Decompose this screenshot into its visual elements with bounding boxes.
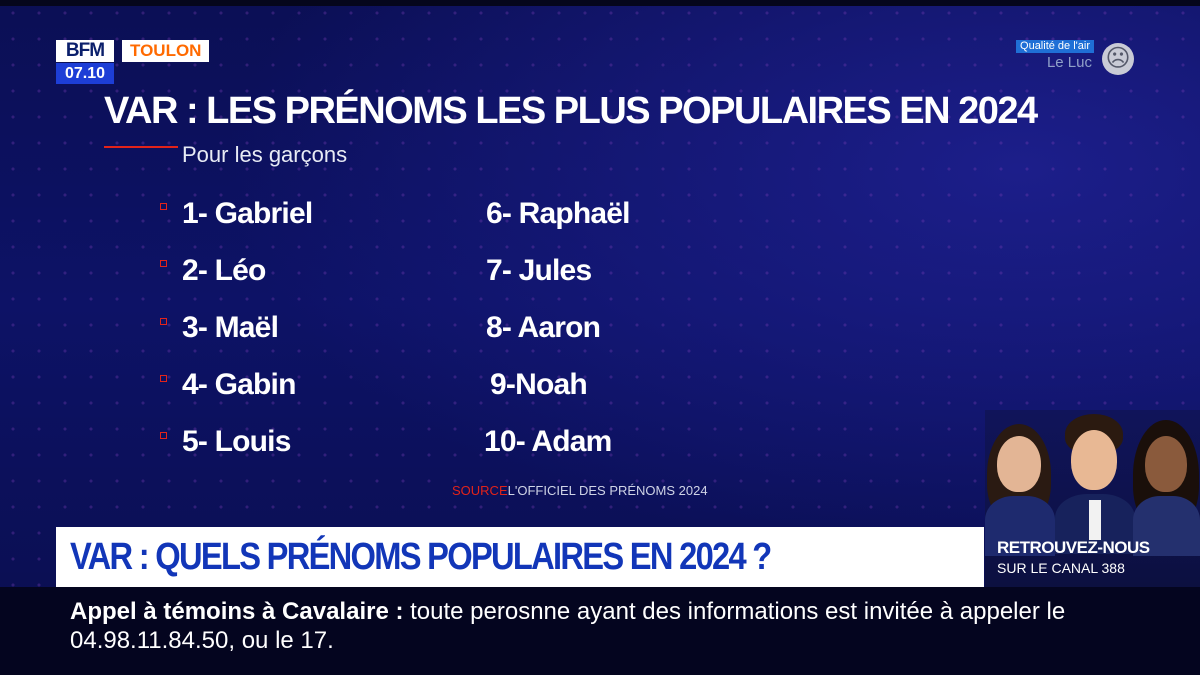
name-item: 10- Adam (484, 425, 612, 458)
bfm-logo: BFM (56, 40, 114, 62)
promo-box: RETROUVEZ-NOUS SUR LE CANAL 388 (985, 410, 1200, 587)
bullet-icon (160, 432, 167, 439)
title-underline (104, 146, 178, 148)
name-item: 4- Gabin (182, 368, 296, 401)
air-quality-city: Le Luc (1046, 54, 1092, 71)
name-item: 2- Léo (182, 254, 266, 287)
ticker-lead: Appel à témoins à Cavalaire (70, 598, 389, 625)
headline-text: VAR : QUELS PRÉNOMS POPULAIRES EN 2024 ? (70, 536, 772, 578)
name-item: 1- Gabriel (182, 197, 313, 230)
name-item: 6- Raphaël (486, 197, 631, 230)
ticker-text: Appel à témoins à Cavalaire : toute pero… (70, 597, 1070, 655)
ticker-separator: : (388, 598, 411, 625)
headline-banner: VAR : QUELS PRÉNOMS POPULAIRES EN 2024 ? (56, 527, 984, 587)
promo-line-2: SUR LE CANAL 388 (997, 560, 1125, 576)
name-item: 5- Louis (182, 425, 291, 458)
name-item: 3- Maël (182, 311, 279, 344)
ticker-message: toute perosnne ayant des informations es… (70, 598, 1066, 654)
news-ticker: Appel à témoins à Cavalaire : toute pero… (0, 587, 1200, 675)
promo-line-1: RETROUVEZ-NOUS (997, 538, 1150, 557)
city-tag: TOULON (122, 40, 210, 62)
air-quality-widget: Qualité de l'air Le Luc ☹ (994, 38, 1134, 82)
name-item: 7- Jules (486, 254, 592, 287)
name-item: 9-Noah (490, 368, 588, 401)
source-label: SOURCE (452, 483, 508, 498)
bullet-icon (160, 260, 167, 267)
top-bar (0, 0, 1200, 6)
slide-title: VAR : LES PRÉNOMS LES PLUS POPULAIRES EN… (104, 90, 1038, 132)
name-item: 8- Aaron (486, 311, 601, 344)
bullet-icon (160, 318, 167, 325)
bullet-icon (160, 375, 167, 382)
bullet-icon (160, 203, 167, 210)
air-quality-label: Qualité de l'air (1016, 40, 1094, 53)
source-credit: SOURCEL'OFFICIEL DES PRÉNOMS 2024 (452, 483, 708, 498)
clock: 07.10 (56, 63, 114, 84)
sad-face-icon: ☹ (1102, 43, 1134, 75)
slide-subtitle: Pour les garçons (182, 142, 348, 167)
source-text: L'OFFICIEL DES PRÉNOMS 2024 (507, 483, 708, 498)
